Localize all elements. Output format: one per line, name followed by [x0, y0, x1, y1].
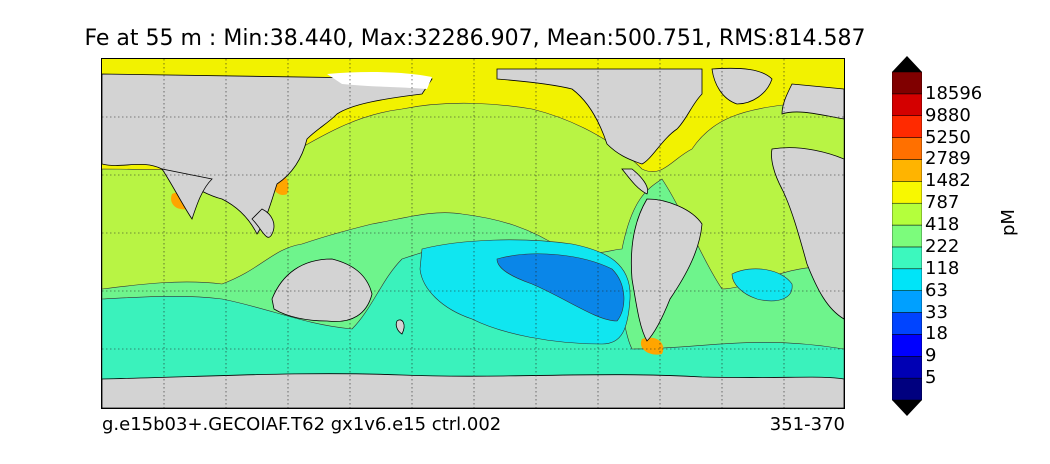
colorbar-tick-label: 1482 — [925, 170, 971, 192]
coastal-orange-patch — [640, 337, 664, 355]
colorbar-tick-label: 222 — [925, 235, 960, 257]
colorbar-extend-max — [892, 56, 922, 72]
colorbar-swatch — [892, 224, 922, 248]
colorbar — [892, 56, 922, 416]
land-india — [161, 168, 213, 220]
colorbar-swatch — [892, 181, 922, 204]
land-greenland — [711, 67, 773, 105]
colorbar-tick-label: 18 — [925, 323, 948, 345]
colorbar-units-label: pM — [998, 209, 1019, 236]
colorbar-swatch — [892, 356, 922, 379]
ocean-oligotrophic-atlantic — [731, 268, 793, 302]
colorbar-tick-label: 5250 — [925, 126, 971, 148]
colorbar-tick-label: 9880 — [925, 104, 971, 126]
land-africa — [771, 147, 844, 320]
colorbar-tick-label: 18596 — [925, 82, 983, 104]
colorbar-tick-label: 418 — [925, 214, 960, 236]
colorbar-tick-label: 2789 — [925, 148, 971, 170]
case-name-label: g.e15b03+.GECOIAF.T62 gx1v6.e15 ctrl.002 — [102, 414, 502, 435]
colorbar-swatch — [892, 137, 922, 160]
colorbar-tick-label: 118 — [925, 257, 960, 279]
land-australia — [271, 258, 373, 322]
land-europe — [781, 83, 844, 120]
land-masses — [102, 67, 844, 408]
colorbar-swatch — [892, 290, 922, 313]
colorbar-tick-label: 787 — [925, 192, 960, 214]
colorbar-swatch — [892, 268, 922, 291]
plot-title: Fe at 55 m : Min:38.440, Max:32286.907, … — [84, 26, 866, 51]
colorbar-swatch — [892, 71, 922, 95]
colorbar-swatch — [892, 377, 922, 401]
colorbar-swatch — [892, 115, 922, 138]
colorbar-swatch — [892, 202, 922, 226]
ocean-gyre-minimum — [496, 253, 625, 322]
year-range-label: 351-370 — [769, 414, 845, 435]
colorbar-tick-label: 63 — [925, 279, 948, 301]
colorbar-swatch — [892, 93, 922, 116]
colorbar-swatch — [892, 334, 922, 357]
colorbar-tick-label: 5 — [925, 367, 937, 389]
colorbar-tick-label: 33 — [925, 301, 948, 323]
sea-ice-mask — [327, 72, 432, 89]
colorbar-swatch — [892, 312, 922, 335]
colorbar-swatch — [892, 246, 922, 270]
world-map — [101, 58, 845, 409]
land-central-america — [621, 168, 649, 195]
colorbar-extend-min — [892, 400, 922, 416]
land-south-america — [630, 198, 703, 342]
land-antarctica — [102, 373, 844, 408]
colorbar-swatch — [892, 159, 922, 182]
land-southeast-asia — [251, 208, 275, 238]
colorbar-tick-label: 9 — [925, 345, 937, 367]
land-new-zealand — [395, 319, 405, 335]
